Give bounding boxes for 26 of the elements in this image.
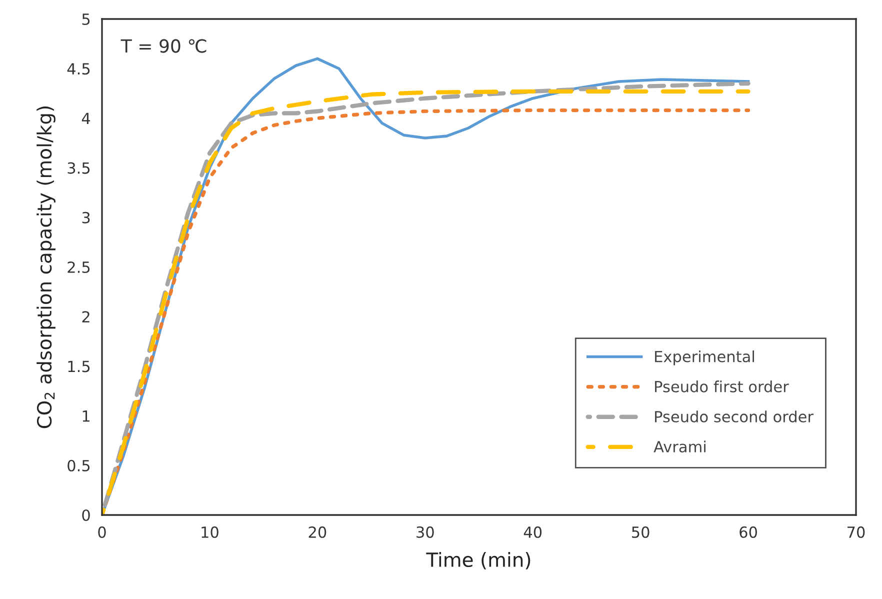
annotation: T = 90 ℃ (120, 39, 206, 53)
y-tick-label: 4.5 (67, 63, 90, 75)
legend-label: Avrami (654, 440, 706, 452)
y-tick-label: 1 (82, 410, 90, 422)
x-tick-label: 60 (740, 526, 757, 538)
x-tick-label: 50 (632, 526, 650, 538)
x-tick-label: 0 (98, 526, 106, 538)
y-tick-label: 2 (82, 311, 90, 322)
x-tick-label: 20 (308, 526, 326, 538)
y-tick-label: 4 (82, 112, 90, 124)
x-axis-title: Time (min) (426, 552, 530, 570)
y-tick-label: 3.5 (68, 162, 90, 174)
x-tick-label: 30 (416, 526, 434, 538)
y-tick-label: 5 (82, 14, 90, 26)
legend-label: Pseudo second order (655, 410, 814, 422)
y-tick-label: 0.5 (68, 460, 90, 472)
y-tick-label: 0 (82, 509, 90, 522)
x-tick-label: 40 (524, 526, 542, 538)
y-tick-label: 1.5 (68, 360, 90, 372)
x-tick-label: 70 (848, 526, 865, 538)
y-axis-title: CO$_{2}$ adsorption capacity (mol/kg) (36, 106, 56, 428)
x-tick-label: 10 (202, 526, 218, 538)
legend-label: Experimental (655, 350, 754, 366)
legend-label: Pseudo first order (655, 380, 789, 392)
y-tick-label: 2.5 (68, 261, 90, 274)
y-tick-label: 3 (82, 212, 90, 224)
